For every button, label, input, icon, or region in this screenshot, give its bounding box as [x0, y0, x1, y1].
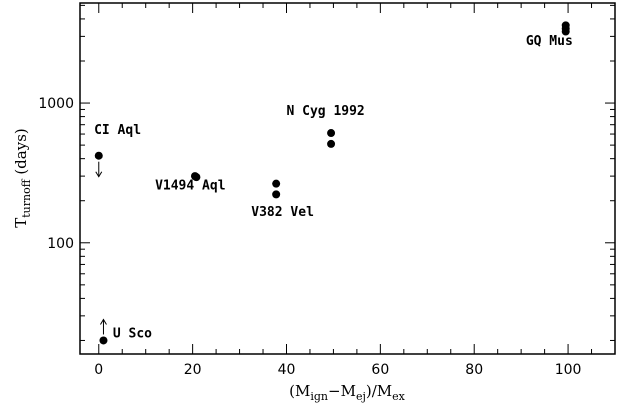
data-point [192, 173, 201, 182]
data-point [272, 179, 281, 188]
limit-arrow-head [95, 171, 103, 178]
x-tick-label: 0 [94, 362, 103, 378]
data-point [99, 336, 108, 345]
limit-arrow-head [100, 318, 107, 325]
x-tick-label: 60 [371, 362, 389, 378]
x-axis-label: (Mign−Mej)/Mex [289, 382, 406, 403]
x-tick-label: 100 [555, 362, 582, 378]
x-tick-label: 80 [465, 362, 483, 378]
data-points [94, 21, 570, 345]
point-annotations: CI Aql V1494 Aql V382 Vel N Cyg 1992 GQ Mus U… [94, 34, 573, 341]
y-tick-label: 100 [47, 236, 74, 252]
y-axis-label: Tturnoff (days) [12, 128, 33, 228]
tick-labels: 0 20 40 60 80 100 100 1000 [38, 96, 581, 378]
point-annotation: V382 Vel [251, 205, 314, 220]
data-point [272, 190, 281, 199]
point-annotation: N Cyg 1992 [286, 104, 364, 119]
data-point [561, 27, 570, 36]
point-annotation: V1494 Aql [155, 179, 225, 194]
point-annotation: GQ Mus [526, 34, 573, 49]
axis-ticks [80, 3, 616, 354]
plot-frame [79, 2, 616, 355]
y-tick-label: 1000 [38, 96, 74, 112]
point-annotation: U Sco [113, 326, 152, 341]
data-point [327, 139, 336, 148]
x-tick-label: 40 [278, 362, 296, 378]
limit-arrows [95, 161, 107, 335]
data-point [94, 151, 103, 160]
point-annotation: CI Aql [94, 123, 141, 138]
x-tick-label: 20 [184, 362, 202, 378]
data-point [327, 129, 336, 138]
